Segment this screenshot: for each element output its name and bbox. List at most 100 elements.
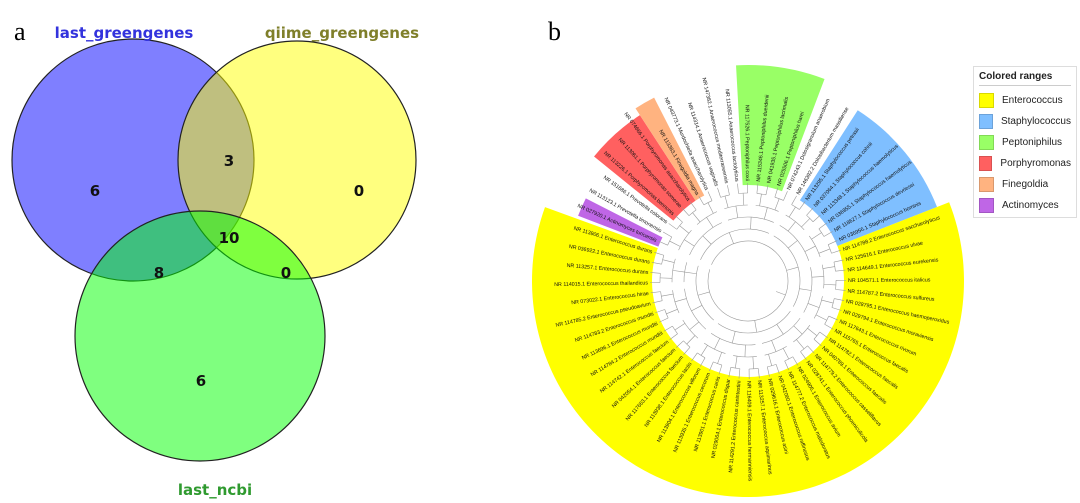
branch — [691, 352, 698, 362]
branch — [828, 315, 838, 321]
branch — [771, 340, 777, 352]
clade-arc — [707, 240, 789, 322]
branch — [823, 231, 833, 237]
venn-circle-last-ncbi — [74, 210, 326, 462]
branch — [674, 323, 686, 331]
branch — [752, 356, 754, 369]
phylogenetic-tree-branches — [650, 183, 846, 379]
branch — [658, 240, 668, 246]
branch — [663, 325, 673, 332]
branch — [833, 259, 844, 263]
branch — [787, 221, 796, 232]
branch — [756, 183, 759, 194]
branch — [654, 252, 664, 256]
legend-swatch — [979, 198, 994, 213]
branch — [788, 240, 798, 249]
clade-arc — [821, 264, 825, 289]
branch — [666, 309, 678, 315]
branch — [738, 368, 741, 379]
clade-arc — [756, 193, 767, 196]
branch — [801, 218, 811, 228]
clade-arc — [774, 196, 784, 201]
branch — [807, 328, 818, 336]
set-label-last-ncbi: last_ncbi — [178, 481, 252, 499]
clade-arc — [697, 352, 706, 359]
clade-arc — [773, 235, 801, 307]
branch — [812, 214, 821, 222]
branch — [750, 217, 752, 230]
branch — [652, 300, 663, 304]
branch — [807, 303, 820, 308]
range-porphyromonas — [594, 115, 696, 221]
branch — [669, 240, 681, 247]
legend-swatch — [979, 156, 993, 171]
branch — [784, 360, 790, 371]
branch — [702, 235, 712, 245]
clade-arc — [661, 255, 665, 265]
venn-diagram — [11, 38, 417, 462]
clade-arc — [713, 361, 722, 366]
clade-arc — [738, 192, 748, 194]
branch — [828, 240, 838, 245]
branch — [775, 364, 780, 374]
branch — [728, 232, 734, 244]
branch — [669, 333, 678, 341]
legend-item-staphylococcus: Staphylococcus — [979, 111, 1071, 132]
branch — [717, 352, 722, 364]
branch — [823, 284, 836, 286]
tree-leaf-label: NR 117526.1 Peptoniphilus coxii — [744, 105, 750, 181]
tree-leaf-label: NR 114015.1 Enterococcus thailandicus — [554, 280, 648, 288]
clade-arc — [831, 298, 835, 308]
branch — [684, 271, 697, 275]
branch — [697, 291, 710, 296]
branch — [835, 289, 846, 291]
branch — [699, 357, 706, 367]
branch — [824, 324, 834, 330]
range-peptoniphilus — [736, 65, 825, 192]
count-lg-ncbi: 8 — [154, 264, 164, 282]
clade-arc — [689, 222, 722, 256]
branch — [811, 276, 824, 278]
legend-label: Porphyromonas — [1000, 158, 1071, 169]
legend-item-actinomyces: Actinomyces — [979, 195, 1071, 216]
clade-arc — [724, 204, 748, 210]
tree-leaf-label: NR 104571.1 Enterococcus italicus — [848, 277, 931, 284]
tree-leaf-label: NR 116409.1 Enterococcus hermanniensis — [745, 381, 752, 482]
clade-arc — [671, 258, 676, 283]
branch — [724, 195, 729, 208]
branch — [757, 368, 760, 379]
legend-item-porphyromonas: Porphyromonas — [979, 153, 1071, 174]
branch — [735, 356, 738, 369]
branch — [765, 185, 769, 195]
branch — [650, 272, 661, 274]
branch — [735, 205, 739, 218]
branch — [709, 361, 714, 372]
clade-arc — [703, 200, 713, 206]
clade-arc — [660, 291, 663, 301]
branch — [775, 291, 786, 296]
branch — [707, 202, 714, 214]
clade-arc — [684, 288, 707, 330]
branch — [774, 198, 780, 211]
clade-arc — [791, 204, 800, 210]
legend-label: Enterococcus — [1002, 95, 1063, 106]
legend-swatch — [979, 177, 994, 192]
count-all-three: 10 — [219, 229, 240, 247]
branch — [766, 366, 770, 377]
branch — [692, 212, 701, 223]
branch — [737, 183, 739, 194]
branch — [793, 325, 803, 335]
colored-ranges — [532, 65, 964, 497]
set-label-qiime-greengenes: qiime_greengenes — [265, 24, 419, 42]
range-staphylococcus — [799, 110, 938, 247]
branch — [658, 317, 669, 323]
branch — [776, 324, 784, 335]
clade-arc — [793, 324, 811, 343]
branch — [679, 225, 690, 234]
branch — [811, 232, 822, 240]
panel-b-letter: b — [548, 17, 561, 46]
legend-title: Colored ranges — [979, 71, 1071, 86]
branch — [717, 187, 721, 198]
branch — [689, 321, 700, 330]
